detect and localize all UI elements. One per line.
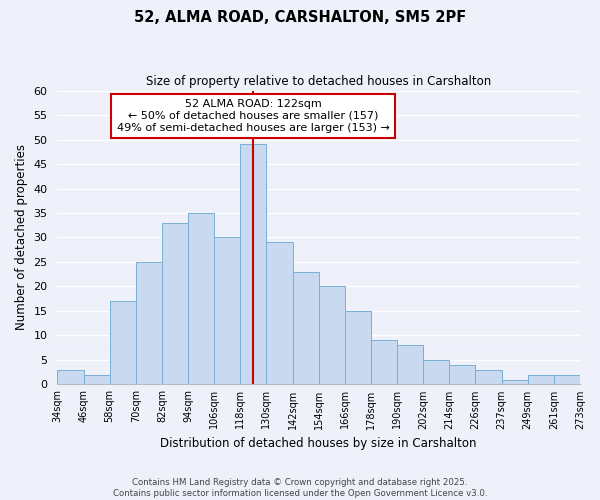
Bar	[319, 286, 345, 384]
Title: Size of property relative to detached houses in Carshalton: Size of property relative to detached ho…	[146, 75, 491, 88]
Bar	[475, 370, 502, 384]
Bar	[162, 223, 188, 384]
Y-axis label: Number of detached properties: Number of detached properties	[15, 144, 28, 330]
Text: 52, ALMA ROAD, CARSHALTON, SM5 2PF: 52, ALMA ROAD, CARSHALTON, SM5 2PF	[134, 10, 466, 25]
Bar	[136, 262, 162, 384]
Bar	[502, 380, 528, 384]
Bar	[554, 374, 580, 384]
Bar	[188, 213, 214, 384]
Bar	[528, 374, 554, 384]
Bar	[241, 144, 266, 384]
Bar	[83, 374, 110, 384]
Bar	[449, 365, 475, 384]
Bar	[397, 345, 423, 385]
Bar	[371, 340, 397, 384]
X-axis label: Distribution of detached houses by size in Carshalton: Distribution of detached houses by size …	[160, 437, 477, 450]
Bar	[58, 370, 83, 384]
Bar	[266, 242, 293, 384]
Bar	[110, 301, 136, 384]
Bar	[293, 272, 319, 384]
Bar	[214, 238, 241, 384]
Bar	[345, 311, 371, 384]
Text: 52 ALMA ROAD: 122sqm
← 50% of detached houses are smaller (157)
49% of semi-deta: 52 ALMA ROAD: 122sqm ← 50% of detached h…	[117, 100, 390, 132]
Bar	[423, 360, 449, 384]
Text: Contains HM Land Registry data © Crown copyright and database right 2025.
Contai: Contains HM Land Registry data © Crown c…	[113, 478, 487, 498]
